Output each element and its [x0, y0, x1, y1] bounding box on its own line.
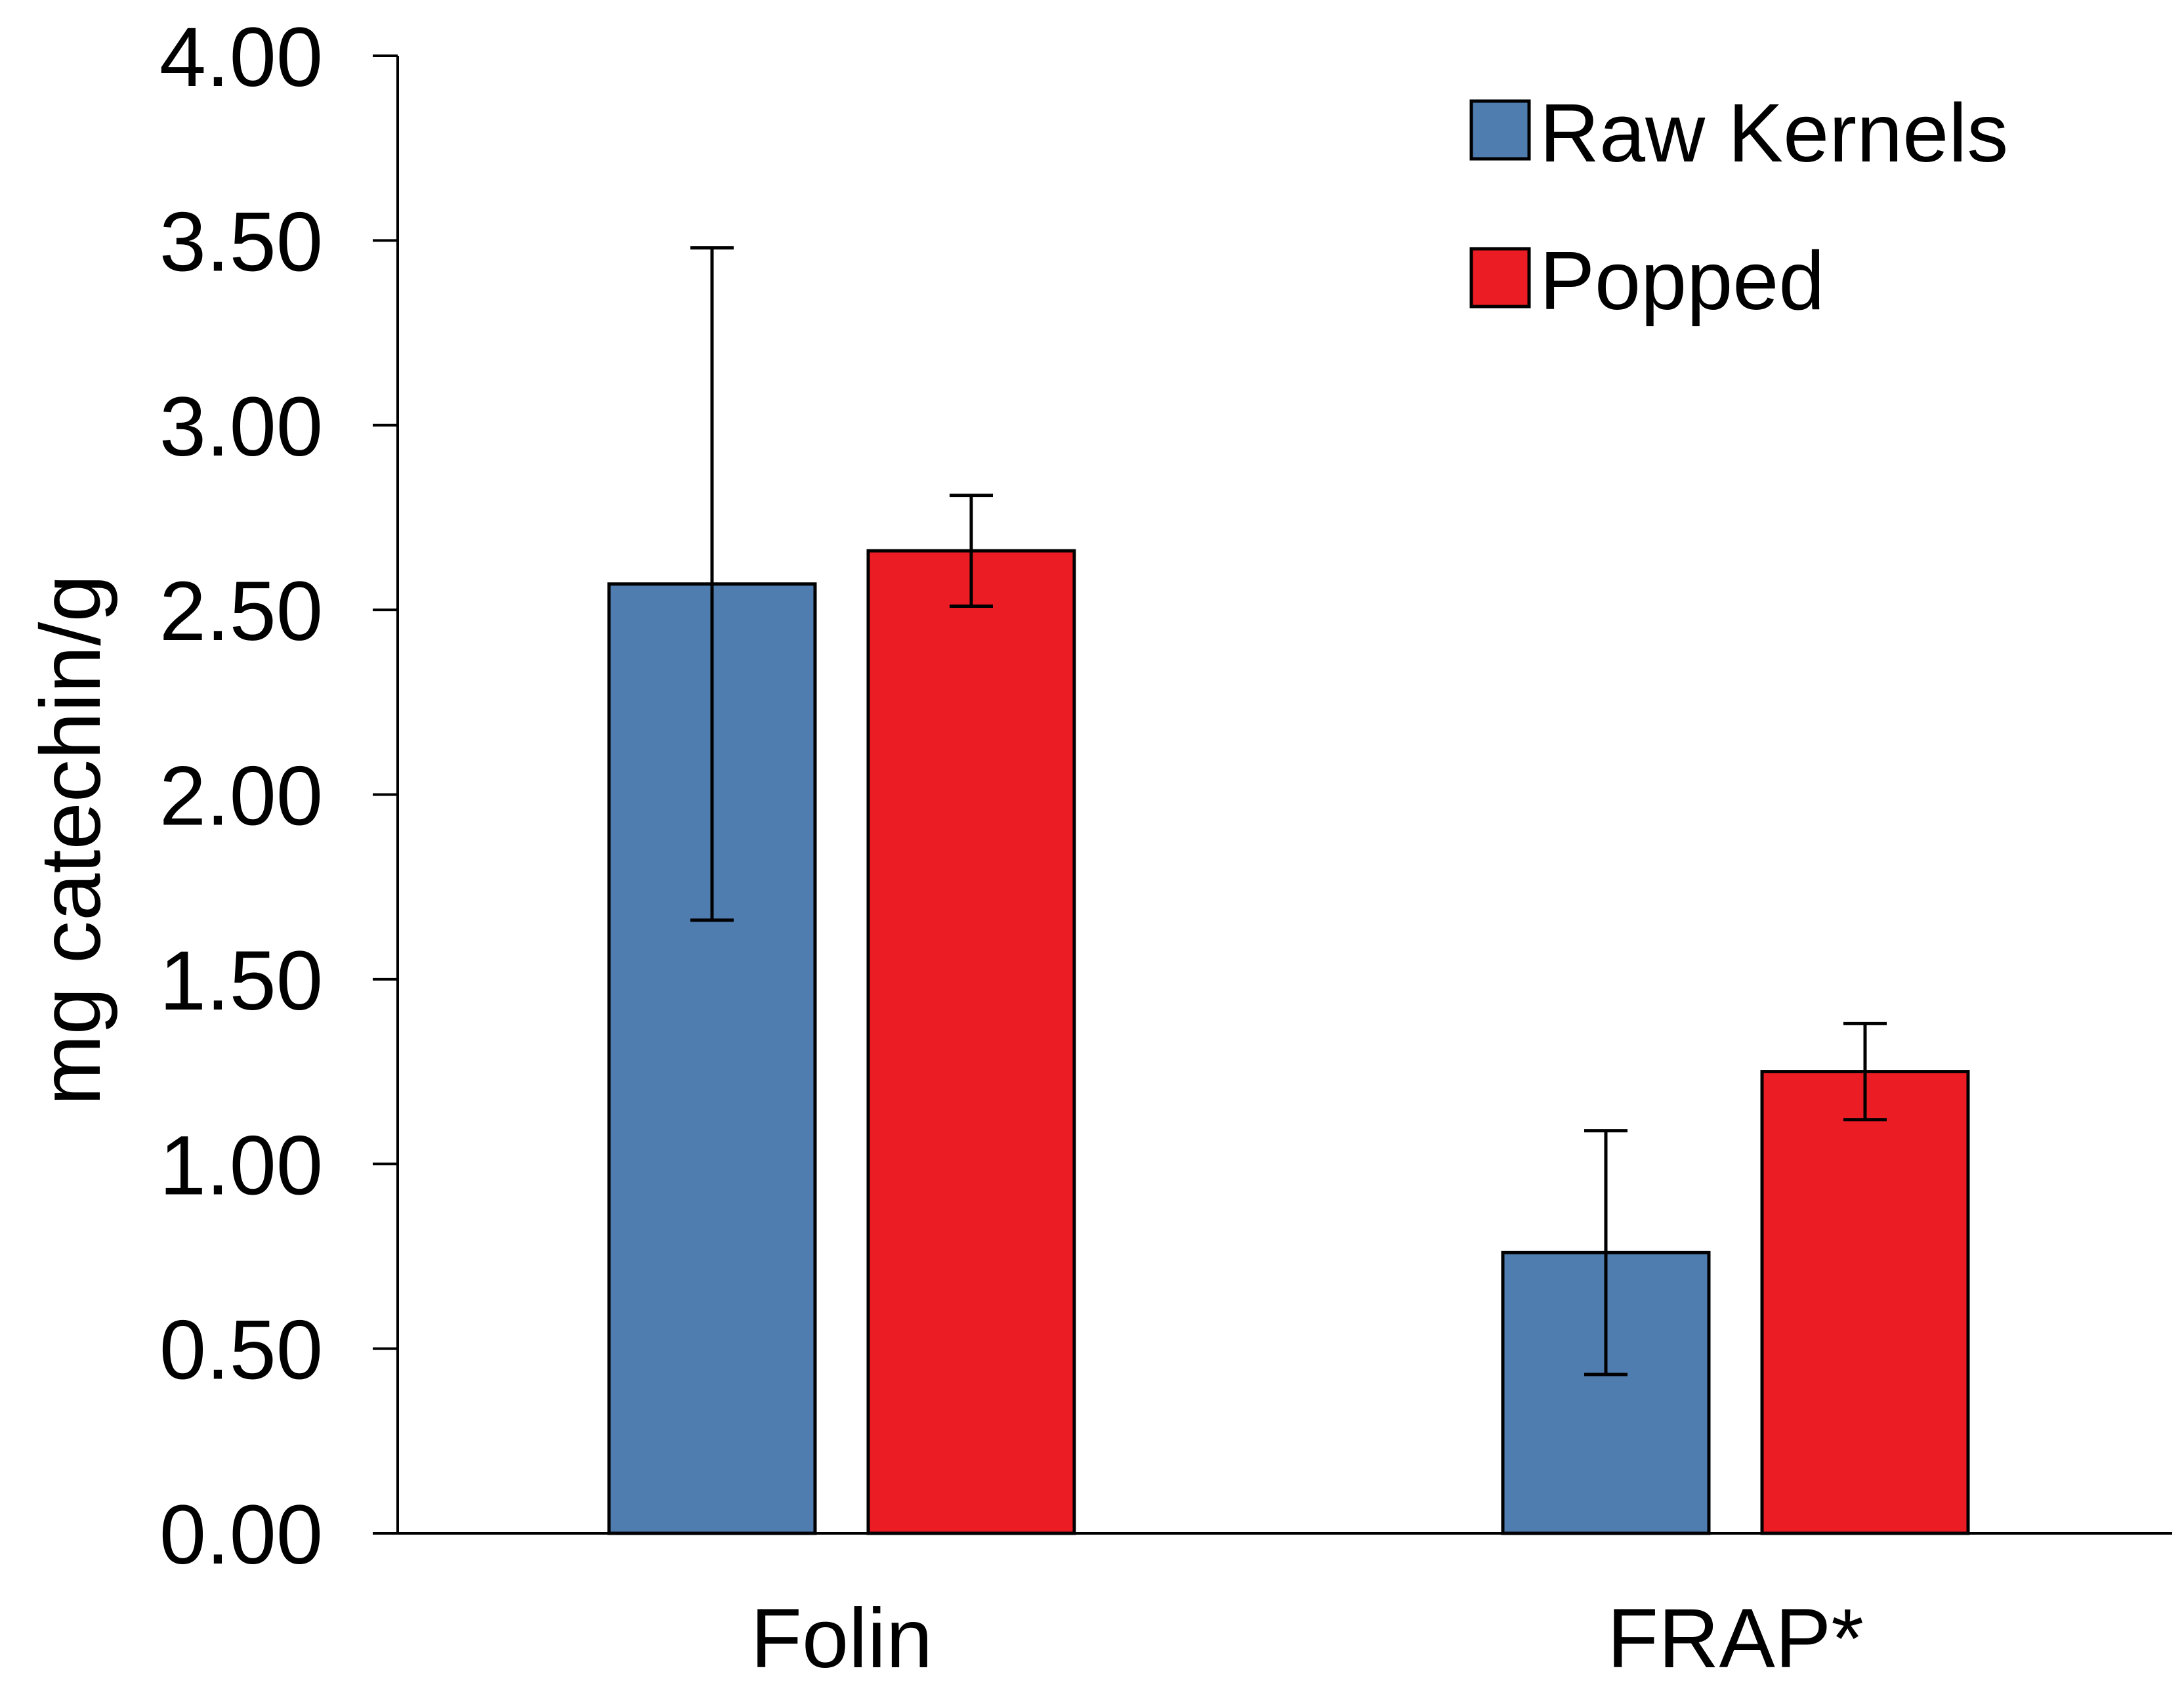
bar-popped-frap — [1760, 1070, 1970, 1535]
y-tick-label: 2.00 — [159, 750, 323, 843]
x-category-label: FRAP* — [1607, 1592, 1864, 1683]
error-bar — [950, 494, 993, 608]
y-tick-label: 4.00 — [159, 11, 323, 104]
legend-label: Popped — [1540, 234, 1824, 327]
y-ticks-layer: 0.00 0.50 1.00 1.50 2.00 2.50 3.00 3.50 4.00 — [159, 11, 398, 1582]
legend-swatch — [1469, 99, 1531, 161]
x-category-labels: Folin FRAP* — [751, 1592, 1864, 1683]
legend: Raw Kernels Popped — [1469, 87, 2008, 327]
y-tick-label: 1.00 — [159, 1118, 323, 1212]
y-tick-label: 2.50 — [159, 565, 323, 658]
legend-swatch — [1469, 247, 1531, 309]
y-tick-label: 0.00 — [159, 1488, 323, 1582]
error-bar — [1843, 1021, 1887, 1122]
bar-popped-folin — [866, 549, 1076, 1535]
y-tick-label: 3.00 — [159, 380, 323, 474]
error-bar — [690, 246, 734, 922]
y-axis-title: mg catechin/g — [22, 574, 118, 1105]
legend-label: Raw Kernels — [1540, 87, 2008, 179]
error-bars-layer — [690, 246, 1887, 1376]
error-bar — [1584, 1129, 1628, 1376]
bars-layer — [607, 549, 1970, 1535]
x-category-label: Folin — [751, 1592, 933, 1683]
y-tick-label: 3.50 — [159, 195, 323, 289]
y-tick-label: 0.50 — [159, 1304, 323, 1397]
y-tick-label: 1.50 — [159, 934, 323, 1028]
